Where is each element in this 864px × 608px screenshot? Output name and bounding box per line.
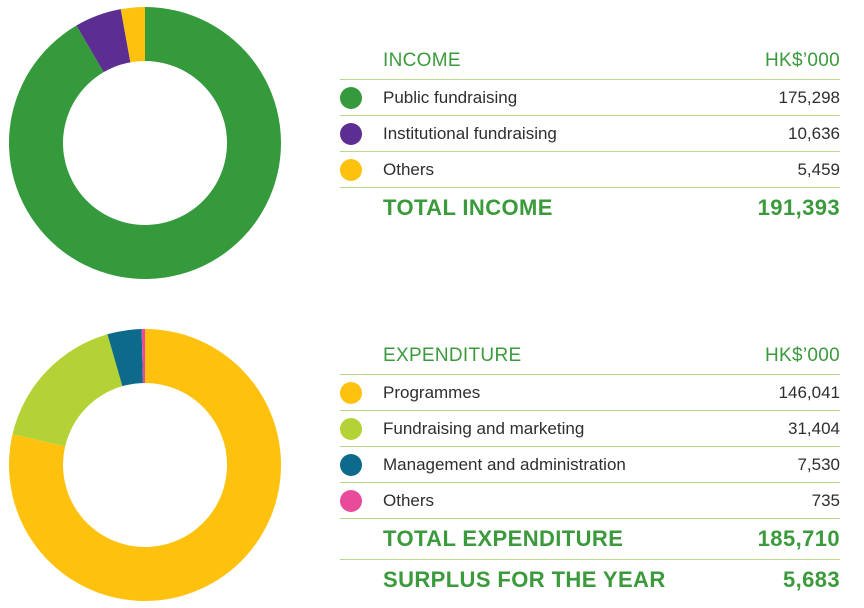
expenditure-unit-label: HK$’000 [765, 345, 840, 366]
expenditure-header-row: EXPENDITURE HK$’000 [340, 338, 840, 375]
legend-dot-icon [340, 489, 362, 512]
total-income-label: TOTAL INCOME [383, 195, 553, 220]
income-row-label: Others [383, 159, 435, 179]
total-expenditure-row: TOTAL EXPENDITURE 185,710 [340, 519, 840, 560]
expenditure-slice [141, 329, 145, 384]
expenditure-row: Programmes 146,041 [340, 375, 840, 411]
legend-dot-icon [340, 381, 362, 404]
expenditure-row-label: Management and administration [383, 454, 626, 474]
income-row-value: 5,459 [797, 159, 840, 179]
expenditure-row: Fundraising and marketing 31,404 [340, 411, 840, 447]
income-row: Others 5,459 [340, 152, 840, 188]
legend-dot-icon [340, 158, 362, 181]
surplus-row: SURPLUS FOR THE YEAR 5,683 [340, 560, 840, 600]
expenditure-slice [12, 334, 123, 447]
income-donut-chart [0, 0, 300, 290]
expenditure-table: EXPENDITURE HK$’000 Programmes 146,041 F… [340, 338, 840, 600]
surplus-label: SURPLUS FOR THE YEAR [383, 567, 666, 592]
income-table: INCOME HK$’000 Public fundraising 175,29… [340, 43, 840, 228]
expenditure-slice [8, 329, 281, 601]
income-donut-svg [8, 7, 281, 280]
income-row-label: Public fundraising [383, 87, 518, 107]
expenditure-row-label: Programmes [383, 382, 481, 402]
income-header-row: INCOME HK$’000 [340, 43, 840, 80]
income-slice [76, 9, 131, 73]
income-slice [120, 7, 145, 63]
total-income-row: TOTAL INCOME 191,393 [340, 188, 840, 228]
legend-dot-icon [340, 122, 362, 145]
legend-dot-icon [340, 417, 362, 440]
income-slice [8, 7, 281, 280]
expenditure-donut-svg [8, 329, 281, 601]
total-expenditure-value: 185,710 [757, 526, 840, 551]
expenditure-row: Others 735 [340, 483, 840, 519]
total-income-value: 191,393 [757, 195, 840, 220]
legend-dot-icon [340, 453, 362, 476]
surplus-value: 5,683 [782, 567, 840, 592]
income-row-value: 10,636 [788, 123, 840, 143]
total-expenditure-label: TOTAL EXPENDITURE [383, 526, 624, 551]
income-unit-label: HK$’000 [765, 50, 840, 71]
expenditure-row-label: Fundraising and marketing [383, 418, 585, 438]
expenditure-row-value: 31,404 [788, 418, 840, 438]
income-header-label: INCOME [383, 50, 461, 71]
expenditure-header-label: EXPENDITURE [383, 345, 522, 366]
expenditure-row: Management and administration 7,530 [340, 447, 840, 483]
expenditure-slice [107, 329, 143, 387]
expenditure-row-value: 7,530 [797, 454, 840, 474]
income-row: Institutional fundraising 10,636 [340, 116, 840, 152]
expenditure-row-value: 146,041 [778, 382, 840, 402]
expenditure-row-value: 735 [811, 490, 840, 510]
expenditure-donut-chart [0, 320, 300, 608]
income-row-value: 175,298 [778, 87, 840, 107]
expenditure-row-label: Others [383, 490, 435, 510]
legend-dot-icon [340, 86, 362, 109]
income-row: Public fundraising 175,298 [340, 80, 840, 116]
income-row-label: Institutional fundraising [383, 123, 557, 143]
